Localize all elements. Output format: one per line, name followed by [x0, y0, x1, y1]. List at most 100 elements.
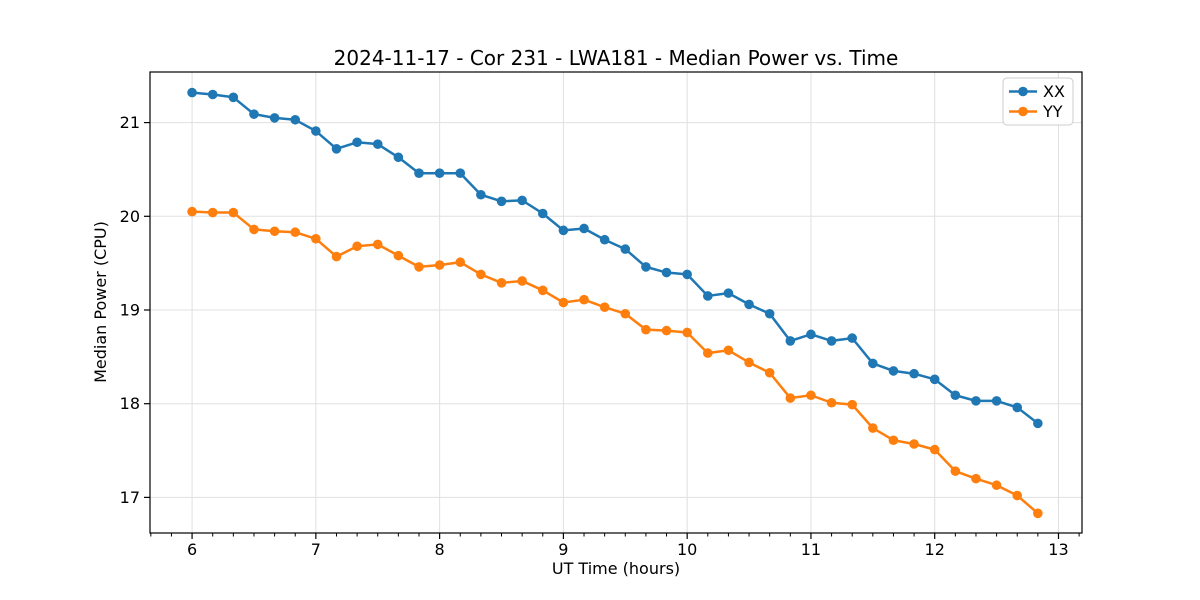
data-point-xx: [228, 92, 239, 103]
data-point-yy: [682, 327, 692, 338]
data-point-xx: [599, 234, 610, 245]
data-point-yy: [455, 257, 466, 268]
data-point-yy: [785, 393, 796, 403]
data-point-yy: [558, 297, 569, 308]
data-point-xx: [311, 126, 321, 136]
data-point-xx: [847, 333, 857, 343]
tick-labels: 6 7 8 9 10 11 12 13 17 18 19 20 21: [120, 113, 1069, 559]
data-point-xx: [641, 262, 651, 272]
data-point-xx: [414, 168, 424, 178]
data-point-xx: [290, 114, 301, 125]
data-point-xx: [476, 189, 486, 200]
gridlines: [150, 72, 1082, 533]
data-point-yy: [1033, 508, 1043, 519]
data-point-yy: [331, 251, 342, 262]
x-tick-label: 13: [1048, 540, 1068, 559]
data-point-xx: [496, 196, 507, 207]
data-point-xx: [785, 336, 796, 346]
series-xx: [187, 87, 1043, 429]
data-point-yy: [372, 239, 383, 250]
legend: XX YY: [1002, 77, 1074, 126]
data-point-xx: [826, 336, 837, 346]
data-point-yy: [826, 397, 837, 408]
data-point-yy: [868, 423, 878, 433]
y-tick-label: 21: [120, 113, 140, 132]
data-point-xx: [455, 168, 466, 178]
data-point-xx: [682, 269, 692, 280]
data-point-yy: [847, 399, 857, 410]
data-point-yy: [909, 439, 919, 449]
x-tick-label: 11: [801, 540, 821, 559]
data-point-yy: [537, 285, 548, 296]
y-tick-label: 18: [120, 394, 140, 413]
data-point-xx: [703, 291, 713, 301]
data-point-xx: [1033, 418, 1043, 429]
data-point-yy: [950, 466, 961, 476]
data-point-xx: [764, 308, 775, 319]
legend-marker-yy: [1018, 106, 1028, 117]
y-axis-label: Median Power (CPU): [91, 221, 110, 383]
data-point-xx: [744, 299, 754, 310]
data-point-yy: [352, 241, 362, 252]
legend-marker-xx: [1018, 86, 1028, 97]
data-point-yy: [311, 233, 321, 244]
data-point-yy: [806, 390, 816, 401]
data-point-yy: [476, 269, 486, 280]
data-point-xx: [723, 288, 734, 298]
data-point-xx: [909, 368, 919, 379]
data-point-yy: [661, 325, 672, 336]
data-point-xx: [537, 208, 548, 219]
data-point-xx: [558, 225, 569, 236]
data-point-yy: [207, 207, 218, 218]
data-point-yy: [723, 345, 734, 356]
data-point-xx: [991, 396, 1002, 406]
data-point-yy: [228, 207, 239, 218]
y-tick-label: 17: [120, 488, 140, 507]
data-point-yy: [1012, 490, 1023, 501]
axis-ticks: [144, 121, 1080, 539]
data-point-xx: [1012, 402, 1023, 413]
data-point-yy: [599, 302, 610, 312]
data-point-xx: [331, 144, 342, 154]
data-point-yy: [393, 250, 404, 261]
legend-label-xx: XX: [1043, 82, 1065, 101]
data-point-xx: [971, 396, 981, 406]
x-tick-label: 12: [925, 540, 945, 559]
x-tick-label: 9: [558, 540, 568, 559]
data-point-yy: [929, 444, 940, 455]
data-point-yy: [434, 260, 445, 270]
data-point-xx: [929, 374, 940, 385]
data-point-yy: [187, 206, 197, 217]
data-point-xx: [888, 366, 899, 376]
axes: 6 7 8 9 10 11 12 13 17 18 19 20 21: [120, 71, 1083, 559]
data-point-yy: [249, 224, 259, 235]
data-point-yy: [888, 435, 899, 446]
data-point-yy: [496, 278, 507, 288]
data-point-yy: [744, 357, 754, 368]
data-point-xx: [579, 223, 589, 234]
data-point-yy: [991, 480, 1002, 491]
x-tick-label: 6: [187, 540, 197, 559]
data-point-xx: [372, 139, 383, 149]
data-point-xx: [352, 137, 362, 148]
data-point-yy: [620, 308, 631, 319]
data-point-xx: [187, 87, 197, 98]
data-point-yy: [517, 276, 527, 286]
data-point-xx: [806, 329, 816, 340]
data-point-yy: [579, 294, 589, 305]
data-point-yy: [269, 226, 280, 237]
data-point-xx: [620, 244, 631, 254]
data-point-xx: [269, 113, 280, 123]
x-tick-label: 10: [677, 540, 697, 559]
data-point-xx: [950, 390, 961, 401]
y-tick-label: 20: [120, 207, 140, 226]
data-point-xx: [434, 168, 445, 178]
series-yy: [187, 206, 1043, 519]
data-point-xx: [517, 195, 527, 206]
data-point-yy: [290, 227, 301, 238]
data-point-xx: [207, 89, 218, 100]
x-tick-label: 8: [435, 540, 445, 559]
x-tick-label: 7: [311, 540, 321, 559]
